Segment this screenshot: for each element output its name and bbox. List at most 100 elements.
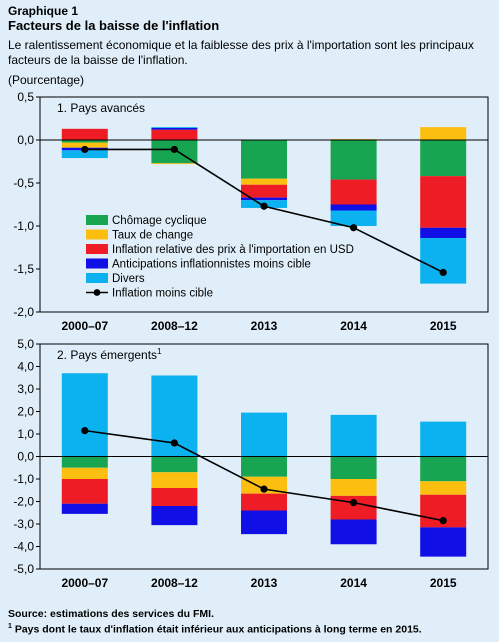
bar-import — [330, 179, 377, 205]
bar-change — [151, 163, 198, 165]
bar-divers — [61, 150, 108, 159]
chart-panel-2: 5,0 4,0 3,0 2,0 1,0 0,0 -1,0 -2,0 -3,0 -4,0 -5,0 20… — [13, 337, 489, 590]
legend-swatch-divers — [86, 273, 108, 283]
chart-panel-1: 0,5 0,0 -0,5 -1,0 -1,5 -2,0 2000–07 2008–12 2013… — [13, 90, 489, 333]
plot-frame — [39, 96, 489, 313]
bar-change — [241, 476, 287, 494]
bar-anticipations — [420, 227, 467, 239]
panel-title: 1. Pays avancés — [57, 101, 145, 115]
y-tick-label: -2,0 — [13, 305, 34, 319]
bar-import — [241, 184, 287, 198]
x-tick-label: 2015 — [430, 319, 457, 333]
bar-change — [241, 178, 287, 185]
bar-anticipations — [420, 527, 467, 557]
inflation-point — [439, 517, 447, 525]
footnote-text: Pays dont le taux d'inflation était infé… — [11, 623, 422, 636]
bar-divers — [420, 421, 467, 457]
bar-change — [151, 472, 198, 488]
bar-import — [420, 176, 467, 228]
bar-divers — [151, 127, 198, 128]
y-tick-label: 1,0 — [17, 427, 34, 441]
bar-change — [420, 127, 467, 140]
source-note: Source: estimations des services du FMI. — [8, 608, 214, 620]
legend-label: Inflation relative des prix à l'importat… — [112, 244, 354, 256]
bar-chomage — [420, 456, 467, 482]
bar-change — [61, 467, 108, 479]
bar-import — [241, 493, 287, 511]
figure-subtitle: Le ralentissement économique et la faibl… — [8, 38, 474, 67]
bar-chomage — [151, 456, 198, 473]
legend-swatch-anticipations — [86, 258, 108, 269]
bar-import — [61, 479, 108, 504]
y-tick-label: -5,0 — [13, 562, 34, 576]
bar-anticipations — [61, 503, 108, 514]
y-tick-label: -0,5 — [13, 176, 34, 190]
y-tick-label: 0,0 — [17, 133, 34, 147]
legend-swatch-chomage — [86, 215, 108, 225]
y-tick-label: 2,0 — [17, 405, 34, 419]
figure-label: Graphique 1 — [8, 4, 79, 18]
legend-label: Anticipations inflationnistes moins cibl… — [112, 259, 311, 271]
bar-divers — [330, 414, 377, 457]
bar-chomage — [330, 140, 377, 180]
y-tick-label: -1,5 — [13, 262, 34, 276]
x-tick-label: 2014 — [340, 576, 367, 590]
x-tick-label: 2014 — [340, 319, 367, 333]
bar-import — [151, 129, 198, 140]
bar-chomage — [241, 456, 287, 477]
bar-chomage — [61, 456, 108, 468]
bar-anticipations — [241, 510, 287, 535]
bar-divers — [241, 412, 287, 457]
y-tick-label: -3,0 — [13, 517, 34, 531]
bar-change — [420, 481, 467, 495]
inflation-point — [350, 499, 358, 507]
inflation-point — [170, 439, 178, 447]
x-tick-label: 2013 — [251, 319, 278, 333]
bar-change — [330, 479, 377, 496]
x-tick-label: 2008–12 — [151, 319, 198, 333]
bar-chomage — [330, 456, 377, 479]
bar-anticipations — [151, 506, 198, 526]
bar-divers — [420, 238, 467, 284]
footnote-marker: 1 — [8, 623, 12, 630]
bar-chomage — [420, 140, 467, 177]
bar-import — [61, 128, 108, 140]
y-tick-label: 3,0 — [17, 382, 34, 396]
y-tick-label: -4,0 — [13, 540, 34, 554]
bar-anticipations — [241, 197, 287, 201]
figure-title: Facteurs de la baisse de l'inflation — [8, 18, 220, 33]
bar-change — [61, 142, 108, 148]
legend-swatch-import — [86, 244, 108, 254]
y-tick-label: -1,0 — [13, 219, 34, 233]
bar-import — [330, 495, 377, 520]
y-tick-label: -1,0 — [13, 472, 34, 486]
panel-title: 2. Pays émergents1 — [57, 347, 162, 362]
legend-label: Taux de change — [112, 230, 193, 242]
x-tick-label: 2008–12 — [151, 576, 198, 590]
inflation-point — [81, 427, 89, 435]
inflation-point — [260, 202, 268, 210]
bar-chomage — [241, 140, 287, 179]
y-tick-label: 5,0 — [17, 337, 34, 351]
inflation-point — [350, 224, 358, 232]
y-tick-label: -2,0 — [13, 495, 34, 509]
y-tick-label: 0,5 — [17, 90, 34, 104]
legend: Chômage cyclique Taux de change Inflation … — [86, 215, 354, 300]
footnote: 1 Pays dont le taux d'inflation était in… — [8, 623, 422, 636]
bar-anticipations — [151, 127, 198, 130]
legend-line-marker — [93, 289, 101, 296]
bar-divers — [330, 210, 377, 226]
bar-chomage — [61, 140, 108, 143]
legend-swatch-change — [86, 229, 108, 240]
x-tick-label: 2015 — [430, 576, 457, 590]
legend-label: Chômage cyclique — [112, 215, 207, 227]
unit-label: (Pourcentage) — [8, 73, 85, 87]
y-tick-label: 4,0 — [17, 360, 34, 374]
inflation-point — [170, 145, 178, 154]
inflation-point — [260, 485, 268, 493]
x-tick-label: 2000–07 — [61, 576, 108, 590]
x-tick-label: 2000–07 — [61, 319, 108, 333]
legend-label: Inflation moins cible — [112, 288, 213, 300]
